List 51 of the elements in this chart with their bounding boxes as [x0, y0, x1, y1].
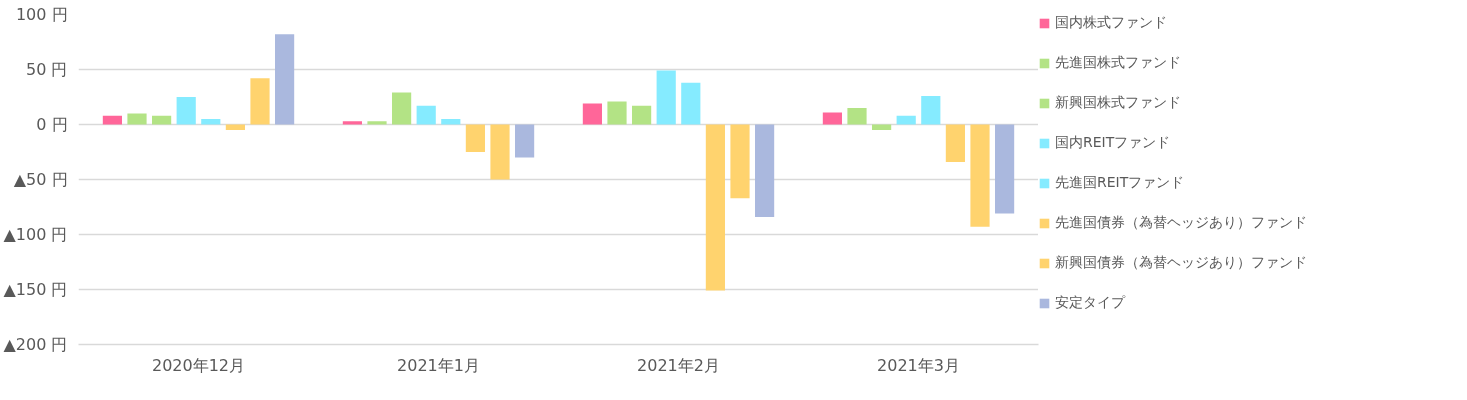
bar	[945, 124, 965, 162]
bar	[582, 103, 602, 125]
bar	[152, 115, 172, 125]
bar	[201, 119, 221, 125]
bar	[632, 105, 652, 125]
legend-label: 新興国債券（為替ヘッジあり）ファンド	[1055, 254, 1307, 272]
bar	[656, 70, 676, 125]
bar	[896, 115, 916, 125]
bar	[515, 124, 535, 158]
x-tick-label: 2021年1月	[397, 355, 480, 375]
y-tick-label: ▲50 円	[13, 170, 68, 189]
bar	[416, 105, 436, 125]
legend-label: 新興国株式ファンド	[1055, 94, 1181, 112]
bar	[176, 97, 196, 125]
x-tick-label: 2021年2月	[637, 355, 720, 375]
bar	[127, 113, 147, 125]
bar	[822, 112, 842, 125]
y-tick-label: 0 円	[36, 115, 68, 134]
bar	[392, 92, 412, 125]
bar	[275, 34, 295, 125]
bar	[970, 124, 990, 227]
legend-label: 安定タイプ	[1055, 294, 1125, 312]
y-tick-label: ▲150 円	[3, 280, 68, 299]
bar	[607, 101, 627, 125]
bar	[225, 124, 245, 130]
bar	[441, 119, 461, 125]
y-tick-label: 50 円	[26, 60, 68, 79]
bar	[342, 121, 362, 125]
y-tick-label: 100 円	[15, 5, 68, 24]
bar	[102, 115, 122, 125]
legend-label: 先進国株式ファンド	[1055, 54, 1181, 72]
x-tick-label: 2020年12月	[151, 355, 246, 375]
bar	[995, 124, 1015, 214]
bar	[755, 124, 775, 217]
bar	[730, 124, 750, 199]
legend-label: 国内REITファンド	[1055, 134, 1171, 152]
bar	[681, 82, 701, 125]
bar	[367, 121, 387, 125]
bar	[490, 124, 510, 180]
legend-label: 国内株式ファンド	[1055, 14, 1167, 32]
y-tick-label: ▲200 円	[3, 335, 68, 354]
legend-label: 先進国債券（為替ヘッジあり）ファンド	[1055, 214, 1307, 232]
bar	[465, 124, 485, 152]
x-tick-label: 2021年3月	[877, 355, 960, 375]
bar	[921, 95, 941, 125]
bar	[705, 124, 725, 291]
legend-label: 先進国REITファンド	[1055, 174, 1185, 192]
bar	[250, 78, 270, 125]
bar	[872, 124, 892, 130]
y-tick-label: ▲100 円	[3, 225, 68, 244]
bar	[847, 108, 867, 125]
